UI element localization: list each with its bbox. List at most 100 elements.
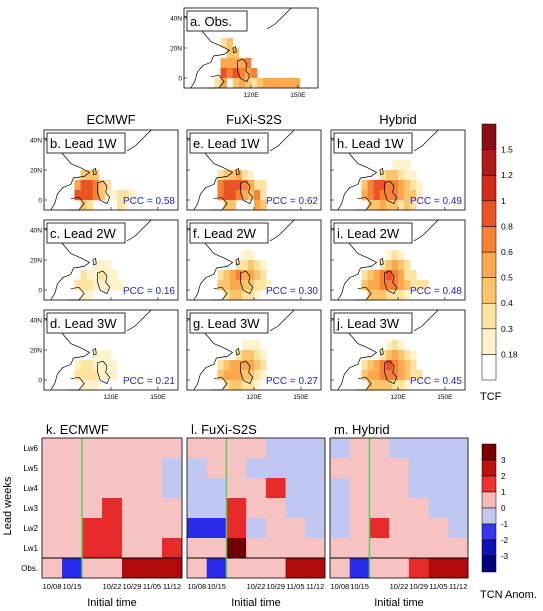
map-ytick-label: 20N: [30, 348, 42, 355]
tcf-cell: [385, 200, 393, 211]
anomaly-cell: [102, 498, 123, 519]
tcf-cell: [404, 180, 411, 191]
anomaly-xtick-label: 10/29: [266, 582, 285, 591]
anomaly-cell: [62, 478, 83, 499]
tcf-cell: [217, 360, 224, 371]
tcf-colorbar-swatch: [481, 174, 497, 202]
tcf-cell: [86, 360, 94, 371]
tcf-cell: [111, 270, 118, 281]
anomaly-cell: [206, 458, 227, 479]
map-xtick-label: 150E: [293, 394, 309, 401]
tcf-cell: [223, 380, 230, 391]
anomaly-cell: [246, 498, 267, 519]
anomaly-cell: [408, 538, 429, 559]
tcf-cell: [229, 370, 237, 381]
tcf-cell: [398, 200, 405, 211]
anomaly-cell: [82, 538, 103, 559]
tcf-cell: [241, 270, 249, 281]
tcf-cell: [235, 360, 243, 371]
tcf-cell: [80, 200, 87, 211]
anomaly-cell: [448, 458, 469, 479]
tcf-cell: [235, 350, 243, 361]
tcf-colorbar-tick: 1.5: [501, 145, 513, 155]
tcf-cell: [98, 190, 106, 201]
anomaly-cell: [305, 518, 326, 539]
anomaly-cell: [122, 518, 143, 539]
tcf-colorbar-tick: 0.6: [501, 247, 513, 257]
philippines-outline: [240, 360, 254, 385]
tcf-cell: [254, 190, 261, 201]
tcf-cell: [410, 270, 417, 281]
tcf-cell: [379, 180, 387, 191]
anomaly-xtick-label: 10/15: [350, 582, 369, 591]
map-ytick-label: 0: [38, 378, 42, 385]
tcf-cell: [235, 290, 243, 301]
anomaly-cell: [187, 558, 208, 579]
anomaly-cell: [246, 438, 267, 459]
tcf-cell: [391, 340, 399, 351]
tcf-cell: [385, 350, 393, 361]
tcf-cell: [367, 290, 374, 301]
tcf-cell: [86, 180, 94, 191]
philippines-outline: [97, 360, 111, 385]
tcf-cell: [229, 180, 237, 191]
tcf-cell: [117, 200, 124, 211]
anomaly-colorbar-swatch: [481, 459, 497, 477]
anomaly-cell: [389, 478, 410, 499]
anomaly-xtick-label: 10/15: [207, 582, 226, 591]
tcf-cell: [416, 370, 423, 381]
anomaly-cell: [62, 538, 83, 559]
tcf-colorbar-tick: 0.8: [501, 221, 513, 231]
anomaly-cell: [162, 518, 183, 539]
tcf-cell: [223, 200, 230, 211]
anomaly-cell: [428, 498, 449, 519]
tcf-cell: [235, 170, 243, 181]
anomaly-cell: [448, 498, 469, 519]
tcf-cell: [367, 270, 374, 281]
anomaly-cell: [122, 498, 143, 519]
tcf-cell: [251, 78, 258, 89]
japan-outline: [413, 309, 439, 332]
pcc-value: PCC = 0.27: [266, 376, 318, 387]
anomaly-cell: [428, 518, 449, 539]
anomaly-xtick-label: 11/12: [163, 582, 181, 591]
lead-week-label: Lw3: [23, 504, 38, 513]
anomaly-cell: [162, 438, 183, 459]
tcf-cell: [80, 290, 87, 301]
anomaly-cell: [349, 478, 370, 499]
taiwan-outline: [379, 257, 384, 266]
anomaly-cell: [122, 538, 143, 559]
tcf-cell: [247, 250, 255, 261]
anomaly-xtick-label: 10/15: [63, 582, 82, 591]
map-panel: 40N 20N 0 c. Lead 2W PCC = 0.16: [30, 219, 179, 301]
tcf-cell: [263, 78, 270, 89]
tcf-cell: [98, 350, 106, 361]
tcf-cell: [385, 340, 393, 351]
tcf-cell: [367, 280, 374, 291]
tcf-cell: [416, 190, 423, 201]
tcf-colorbar: 1.5 1.2 1 0.8 0.6 0.5 0.4 0.3 0.18 TCF: [480, 123, 518, 403]
tcf-cell: [217, 170, 224, 181]
coastline: [186, 317, 234, 391]
anomaly-panel: k. ECMWF 10/08 10/15 10/22 10/29 11/05 11/12 In…: [41, 422, 183, 609]
anomaly-cell: [102, 538, 123, 559]
tcf-cell: [98, 270, 106, 281]
tcf-cell: [385, 370, 393, 381]
anomaly-cell: [265, 458, 286, 479]
tcf-cell: [404, 360, 411, 371]
tcf-cell: [235, 180, 243, 191]
coastline: [43, 137, 91, 211]
tcf-cell: [373, 280, 381, 291]
anomaly-cell: [428, 458, 449, 479]
tcf-cell: [398, 370, 405, 381]
taiwan-outline: [92, 257, 97, 266]
tcf-cell: [244, 78, 252, 89]
anomaly-xtick-label: 11/12: [449, 582, 467, 591]
taiwan-outline: [235, 167, 240, 176]
anomaly-colorbar-swatch: [481, 555, 497, 573]
anomaly-cell: [330, 518, 351, 539]
panel-label-box: [189, 222, 269, 244]
anomaly-cell: [226, 538, 247, 559]
tcf-cell: [260, 180, 267, 191]
tcf-cell: [404, 190, 411, 201]
